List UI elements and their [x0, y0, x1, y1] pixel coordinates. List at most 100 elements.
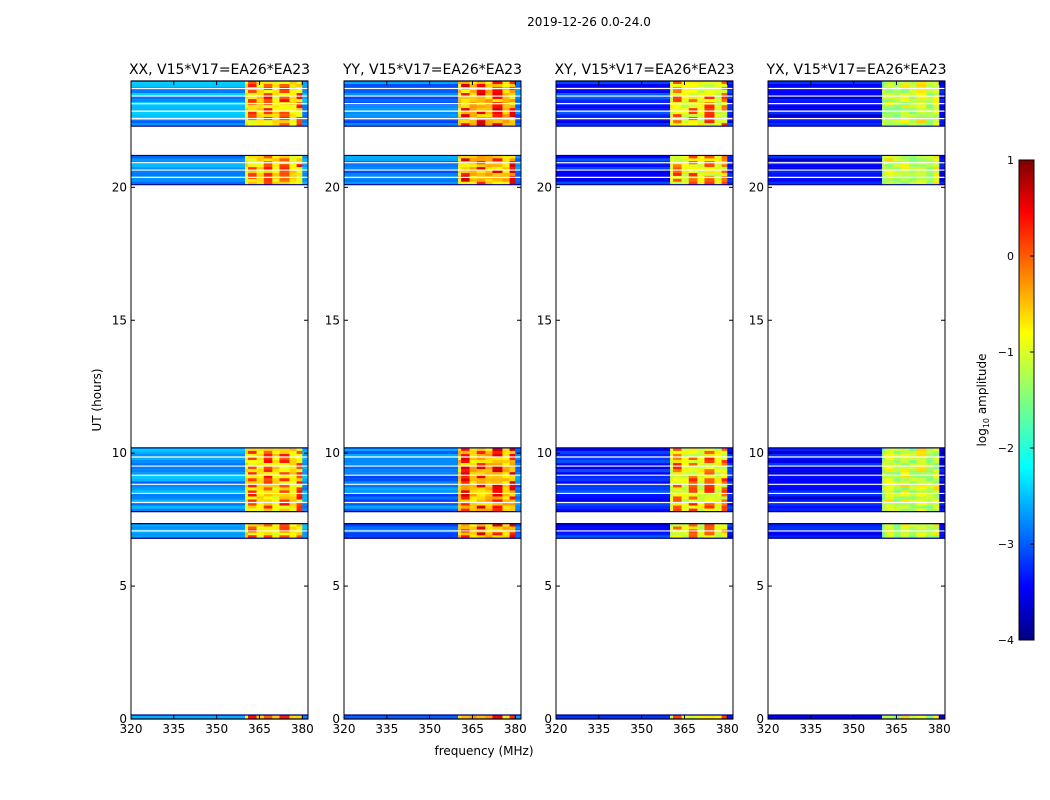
heatmap-cell — [933, 715, 940, 720]
heatmap-cell — [704, 114, 715, 118]
heatmap-cell — [556, 99, 671, 103]
heatmap-cell — [727, 81, 733, 85]
heatmap-cell — [900, 170, 910, 174]
heatmap-cell — [670, 505, 674, 509]
heatmap-cell — [458, 487, 462, 491]
heatmap-cell — [502, 456, 510, 461]
heatmap-cell — [248, 123, 257, 127]
heatmap-cell — [556, 523, 671, 527]
heatmap-cell — [289, 469, 297, 473]
heatmap-cell — [916, 453, 927, 458]
heatmap-cell — [509, 453, 516, 458]
heatmap-cell — [727, 523, 733, 527]
heatmap-cell — [458, 450, 462, 455]
heatmap-cell — [458, 499, 462, 503]
heatmap-cell — [279, 481, 290, 485]
heatmap-cell — [697, 463, 705, 467]
heatmap-cell — [485, 523, 493, 527]
heatmap-cell — [933, 453, 940, 458]
heatmap-cell — [909, 108, 917, 112]
heatmap-cell — [279, 96, 290, 100]
heatmap-cell — [296, 84, 303, 88]
heatmap-cell — [681, 526, 689, 530]
heatmap-cell — [289, 463, 297, 467]
heatmap-cell — [279, 487, 290, 491]
heatmap-cell — [492, 502, 503, 506]
heatmap-cell — [492, 450, 503, 455]
heatmap-cell — [469, 484, 477, 488]
heatmap-cell — [263, 469, 273, 473]
heatmap-cell — [727, 99, 733, 103]
heatmap-cell — [245, 167, 249, 171]
heatmap-cell — [245, 158, 249, 162]
heatmap-cell — [289, 484, 297, 488]
heatmap-cell — [933, 181, 940, 185]
heatmap-cell — [461, 469, 470, 473]
heatmap-cell — [256, 164, 264, 168]
heatmap-cell — [697, 526, 705, 530]
heatmap-cell — [302, 172, 308, 177]
heatmap-cell — [882, 502, 886, 506]
heatmap-cell — [681, 523, 689, 527]
heatmap-cell — [476, 96, 486, 100]
heatmap-cell — [263, 475, 273, 479]
heatmap-cell — [263, 523, 273, 527]
heatmap-cell — [882, 90, 886, 94]
heatmap-cell — [515, 105, 521, 109]
heatmap-cell — [469, 502, 477, 506]
heatmap-cell — [909, 172, 917, 177]
heatmap-cell — [502, 535, 510, 539]
heatmap-cell — [721, 164, 728, 168]
y-tick-label: 5 — [119, 579, 127, 593]
heatmap-cell — [272, 178, 280, 182]
heatmap-cell — [289, 181, 297, 185]
heatmap-cell — [302, 167, 308, 171]
heatmap-cell — [704, 463, 715, 467]
heatmap-cell — [469, 499, 477, 503]
heatmap-cell — [131, 475, 246, 479]
heatmap-cell — [458, 105, 462, 109]
heatmap-cell — [515, 466, 521, 470]
heatmap-cell — [670, 456, 674, 461]
heatmap-cell — [714, 93, 722, 97]
heatmap-cell — [131, 535, 246, 539]
heatmap-cell — [697, 170, 705, 174]
heatmap-cell — [714, 96, 722, 100]
heatmap-cell — [900, 469, 910, 473]
heatmap-cell — [768, 96, 883, 100]
y-tick-label: 10 — [112, 446, 127, 460]
heatmap-cell — [515, 120, 521, 124]
heatmap-cell — [344, 463, 459, 467]
heatmap-cell — [933, 123, 940, 127]
heatmap-cell — [909, 535, 917, 539]
heatmap-cell — [296, 535, 303, 539]
heatmap-cell — [279, 170, 290, 174]
heatmap-cell — [492, 178, 503, 182]
heatmap-cell — [461, 499, 470, 503]
heatmap-cell — [697, 105, 705, 109]
heatmap-cell — [263, 155, 273, 159]
x-tick-label: 380 — [504, 722, 527, 736]
heatmap-cell — [502, 466, 510, 470]
heatmap-cell — [697, 155, 705, 159]
heatmap-cell — [485, 532, 493, 536]
heatmap-cell — [485, 178, 493, 182]
heatmap-cell — [893, 155, 901, 159]
heatmap-cell — [279, 460, 290, 464]
heatmap-cell — [714, 499, 722, 503]
heatmap-cell — [296, 108, 303, 112]
heatmap-cell — [492, 164, 503, 168]
heatmap-cell — [509, 120, 516, 124]
heatmap-cell — [279, 450, 290, 455]
heatmap-cell — [893, 456, 901, 461]
heatmap-cell — [469, 460, 477, 464]
heatmap-cell — [893, 450, 901, 455]
heatmap-cell — [485, 493, 493, 497]
heatmap-cell — [882, 460, 886, 464]
heatmap-cell — [727, 93, 733, 97]
heatmap-cell — [926, 108, 934, 112]
heatmap-cell — [933, 450, 940, 455]
heatmap-cell — [556, 114, 671, 118]
heatmap-cell — [492, 523, 503, 527]
heatmap-cell — [933, 167, 940, 171]
